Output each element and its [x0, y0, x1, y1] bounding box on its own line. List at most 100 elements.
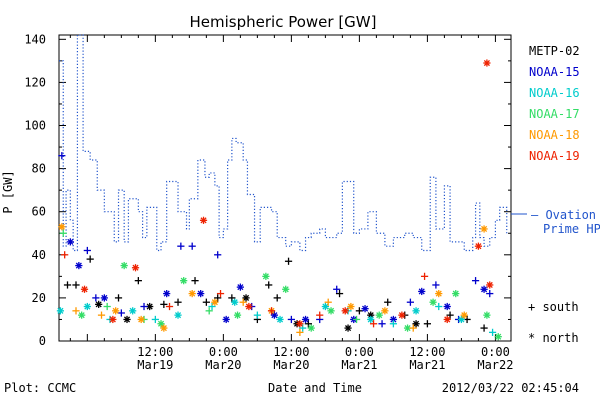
- south-marker: [160, 300, 168, 308]
- north-marker: [341, 307, 349, 315]
- y-axis: 0 20 40 60 80 100 120 140: [24, 32, 511, 348]
- south-marker: [296, 328, 304, 336]
- south-marker: [208, 302, 216, 311]
- south-marker: [446, 311, 454, 319]
- x-tick-date-label: Mar20: [273, 358, 309, 372]
- north-marker: [381, 307, 389, 315]
- north-marker: [160, 324, 168, 332]
- south-marker: [174, 298, 182, 306]
- north-marker: [474, 242, 483, 250]
- north-marker: [452, 289, 460, 298]
- south-marker: [432, 281, 440, 289]
- north-marker: [80, 285, 89, 293]
- south-marker: [86, 255, 94, 263]
- south-marker: [378, 320, 386, 328]
- south-marker: [409, 324, 417, 332]
- plot-area: [58, 34, 512, 342]
- south-marker: [333, 285, 341, 293]
- south-marker: [265, 281, 273, 289]
- chart-title: Hemispheric Power [GW]: [190, 13, 377, 31]
- south-marker: [72, 307, 80, 315]
- south-marker: [486, 289, 494, 298]
- south-marker: [253, 311, 261, 319]
- x-tick-date-label: Mar22: [477, 358, 513, 372]
- north-marker: [75, 261, 83, 270]
- legend-ovation-line2: Prime HPI: [543, 222, 600, 236]
- y-tick-label: 120: [24, 75, 46, 89]
- south-marker: [165, 302, 174, 311]
- south-marker: [267, 307, 276, 315]
- north-marker: [137, 315, 145, 324]
- ovation-hpi-line: [59, 34, 508, 252]
- x-tick-time-label: 0:00: [209, 345, 238, 359]
- north-marker: [276, 315, 284, 324]
- x-tick-date-label: Mar19: [137, 358, 173, 372]
- south-marker: [205, 307, 213, 315]
- north-marker: [157, 320, 165, 328]
- north-marker: [174, 311, 182, 319]
- y-tick-label: 60: [32, 205, 46, 219]
- marker-legend-south: + south: [528, 300, 579, 314]
- north-marker: [483, 59, 491, 67]
- south-marker: [406, 298, 414, 306]
- legend-entry: NOAA-18: [529, 128, 580, 142]
- south-marker: [420, 272, 429, 280]
- north-marker: [112, 307, 120, 315]
- south-marker: [216, 289, 225, 298]
- south-marker: [140, 302, 148, 311]
- north-marker: [321, 302, 329, 311]
- y-tick-label: 140: [24, 32, 46, 46]
- north-marker: [483, 311, 491, 319]
- south-marker: [471, 277, 480, 285]
- north-marker: [197, 289, 205, 298]
- south-marker: [151, 315, 159, 324]
- north-marker: [78, 311, 86, 319]
- legend-entry: NOAA-17: [529, 107, 580, 121]
- north-marker: [486, 281, 494, 289]
- south-marker: [61, 251, 69, 259]
- north-marker: [199, 216, 208, 224]
- north-marker: [236, 283, 244, 291]
- x-tick-time-label: 12:00: [409, 345, 445, 359]
- south-marker: [355, 307, 363, 315]
- north-marker: [231, 298, 239, 306]
- south-marker: [384, 298, 392, 306]
- south-marker: [369, 320, 378, 328]
- x-tick-date-label: Mar21: [409, 358, 445, 372]
- south-marker: [191, 277, 199, 285]
- legend-entry: METP-02: [529, 44, 580, 58]
- x-tick-date-label: Mar20: [205, 358, 241, 372]
- south-marker: [273, 294, 281, 302]
- south-marker: [202, 298, 210, 306]
- north-marker: [242, 294, 250, 302]
- south-marker: [488, 328, 497, 336]
- north-marker: [398, 311, 406, 319]
- south-marker: [114, 294, 123, 302]
- south-marker: [239, 298, 247, 306]
- south-marker: [324, 298, 332, 306]
- south-marker: [103, 302, 111, 311]
- south-marker: [287, 315, 295, 324]
- north-marker: [429, 298, 437, 306]
- north-marker: [66, 238, 74, 246]
- north-marker: [180, 277, 188, 285]
- south-marker: [92, 294, 100, 302]
- south-marker: [423, 320, 432, 328]
- south-marker: [177, 242, 185, 250]
- north-marker: [262, 272, 270, 280]
- south-marker: [480, 324, 488, 332]
- north-marker: [494, 333, 502, 341]
- legend-entry: NOAA-16: [529, 86, 580, 100]
- north-marker: [282, 285, 290, 293]
- north-marker: [347, 302, 355, 311]
- x-tick-time-label: 12:00: [273, 345, 309, 359]
- y-tick-label: 100: [24, 119, 46, 133]
- north-marker: [245, 302, 253, 311]
- plot-border: [58, 34, 512, 342]
- north-marker: [296, 320, 304, 328]
- south-marker: [299, 324, 307, 332]
- south-marker: [352, 315, 361, 324]
- north-marker: [95, 300, 103, 308]
- y-tick-label: 20: [32, 291, 46, 305]
- ovation-hpi-path: [59, 34, 508, 252]
